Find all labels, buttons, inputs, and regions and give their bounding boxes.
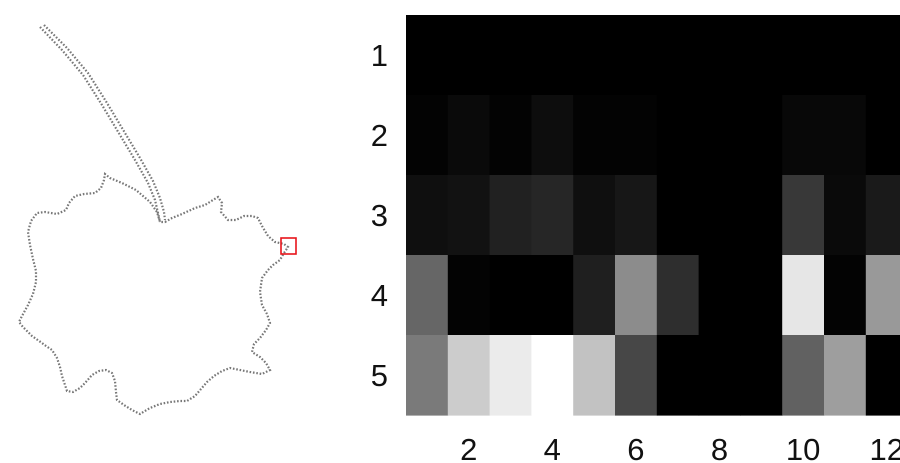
heatmap-cell-r5-c2 <box>447 335 491 416</box>
heatmap-cell-r3-c3 <box>489 175 532 256</box>
heatmap-cells <box>406 15 900 416</box>
heatmap-cell-r1-c7 <box>656 15 700 96</box>
heatmap-cell-r2-c10 <box>782 95 825 176</box>
heatmap-cell-r4-c8 <box>698 255 741 336</box>
x-tick-label-2: 2 <box>460 432 477 463</box>
heatmap-cell-r5-c6 <box>615 335 658 416</box>
x-tick-label-6: 6 <box>627 432 644 463</box>
heatmap-cell-r1-c8 <box>698 15 741 96</box>
heatmap-cell-r3-c12 <box>865 175 900 256</box>
x-tick-labels: 2 4 6 8 10 12 <box>460 432 900 463</box>
x-tick-label-4: 4 <box>544 432 561 463</box>
heatmap-cell-r1-c11 <box>824 15 867 96</box>
heatmap-cell-r2-c3 <box>489 95 532 176</box>
leaf-outline <box>17 171 290 416</box>
heatmap-cell-r2-c1 <box>406 95 449 176</box>
heatmap-cell-r3-c9 <box>740 175 783 256</box>
y-tick-label-2: 2 <box>371 118 388 153</box>
heatmap-cell-r1-c1 <box>406 15 449 96</box>
heatmap-cell-r3-c1 <box>406 175 449 256</box>
heatmap-cell-r1-c5 <box>573 15 616 96</box>
heatmap-cell-r2-c4 <box>531 95 574 176</box>
leaf-stem-outline <box>39 26 162 223</box>
heatmap-cell-r1-c6 <box>615 15 658 96</box>
heatmap-cell-r5-c5 <box>573 335 616 416</box>
heatmap-cell-r4-c11 <box>824 255 867 336</box>
heatmap-cell-r5-c12 <box>865 335 900 416</box>
heatmap-cell-r4-c6 <box>615 255 658 336</box>
y-tick-label-1: 1 <box>371 38 388 73</box>
x-tick-label-8: 8 <box>711 432 728 463</box>
heatmap-cell-r4-c1 <box>406 255 449 336</box>
heatmap-cell-r3-c4 <box>531 175 574 256</box>
heatmap-cell-r1-c12 <box>865 15 900 96</box>
heatmap-cell-r3-c7 <box>656 175 700 256</box>
heatmap-cell-r4-c12 <box>865 255 900 336</box>
y-tick-label-4: 4 <box>371 278 388 313</box>
heatmap-cell-r3-c2 <box>447 175 491 256</box>
heatmap-cell-r5-c7 <box>656 335 700 416</box>
heatmap-cell-r3-c10 <box>782 175 825 256</box>
heatmap-cell-r1-c10 <box>782 15 825 96</box>
heatmap-cell-r4-c5 <box>573 255 616 336</box>
point-marker-box <box>280 237 297 255</box>
heatmap-cell-r5-c10 <box>782 335 825 416</box>
heatmap-cell-r2-c7 <box>656 95 700 176</box>
heatmap-cell-r2-c12 <box>865 95 900 176</box>
heatmap-cell-r4-c9 <box>740 255 783 336</box>
heatmap-cell-r5-c1 <box>406 335 449 416</box>
x-tick-label-12: 12 <box>869 432 900 463</box>
heatmap-cell-r5-c11 <box>824 335 867 416</box>
leaf-stem-outline-inner <box>43 24 167 221</box>
heatmap-cell-r2-c8 <box>698 95 741 176</box>
heatmap-cell-r1-c9 <box>740 15 783 96</box>
heatmap-cell-r5-c9 <box>740 335 783 416</box>
heatmap-cell-r4-c3 <box>489 255 532 336</box>
heatmap-cell-r1-c2 <box>447 15 491 96</box>
leaf-contour-plot <box>17 24 297 416</box>
leaf-contour-panel <box>0 0 330 463</box>
heatmap-cell-r2-c2 <box>447 95 491 176</box>
heatmap-cell-r3-c11 <box>824 175 867 256</box>
heatmap-cell-r2-c6 <box>615 95 658 176</box>
heatmap-cell-r3-c6 <box>615 175 658 256</box>
heatmap-cell-r5-c4 <box>531 335 574 416</box>
heatmap-cell-r3-c8 <box>698 175 741 256</box>
heatmap-cell-r3-c5 <box>573 175 616 256</box>
heatmap-cell-r1-c3 <box>489 15 532 96</box>
heatmap-cell-r4-c4 <box>531 255 574 336</box>
heatmap-cell-r2-c5 <box>573 95 616 176</box>
heatmap-cell-r4-c7 <box>656 255 700 336</box>
heatmap-cell-r2-c9 <box>740 95 783 176</box>
x-tick-label-10: 10 <box>786 432 820 463</box>
y-tick-label-3: 3 <box>371 198 388 233</box>
y-tick-label-5: 5 <box>371 358 388 393</box>
heatmap-cell-r5-c3 <box>489 335 532 416</box>
heatmap-cell-r2-c11 <box>824 95 867 176</box>
heatmap-cell-r1-c4 <box>531 15 574 96</box>
heatmap-cell-r4-c10 <box>782 255 825 336</box>
heatmap-cell-r5-c8 <box>698 335 741 416</box>
heatmap-cell-r4-c2 <box>447 255 491 336</box>
y-tick-labels: 1 2 3 4 5 <box>371 38 388 393</box>
